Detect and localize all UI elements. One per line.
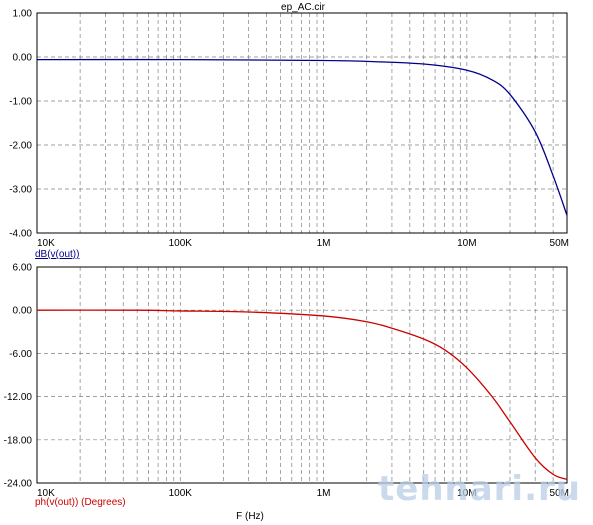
magnitude-plot-frame (36, 12, 568, 234)
magnitude-y-tick-label: -3.00 (9, 185, 32, 196)
magnitude-plot: 1.00 0.00 -1.00 -2.00 -3.00 -4.00 10K 100K 1M 10M… (9, 9, 569, 261)
watermark: tehnari.ru (378, 469, 581, 509)
magnitude-y-tick-label: 0.00 (13, 53, 33, 64)
phase-x-tick-label: 10M (457, 488, 476, 499)
phase-trace-label: ph(v(out)) (Degrees) (35, 497, 126, 508)
phase-x-tick-label: 10K (37, 488, 55, 499)
phase-y-tick-label: -24.00 (4, 479, 33, 490)
magnitude-x-tick-label: 10K (37, 238, 55, 249)
phase-y-tick-label: 6.00 (13, 263, 33, 274)
magnitude-trace (36, 58, 568, 216)
magnitude-y-tick-label: -1.00 (9, 97, 32, 108)
phase-x-tick-label: 50M (550, 488, 569, 499)
magnitude-x-tick-label: 10M (457, 238, 476, 249)
magnitude-y-tick-label: 1.00 (13, 9, 33, 20)
phase-trace (36, 309, 568, 481)
phase-plot-frame (36, 266, 568, 484)
magnitude-x-tick-label: 50M (550, 238, 569, 249)
magnitude-y-tick-label: -4.00 (9, 229, 32, 240)
phase-y-tick-label: -12.00 (4, 392, 33, 403)
plot-window-title: ep_AC.cir (281, 2, 326, 13)
magnitude-trace-label: dB(v(out)) (35, 249, 79, 260)
phase-x-tick-label: 100K (169, 488, 193, 499)
phase-y-tick-label: 0.00 (13, 306, 33, 317)
phase-plot: 6.00 0.00 -6.00 -12.00 -18.00 -24.00 10K 100K 1M… (4, 263, 569, 523)
x-axis-label: F (Hz) (236, 511, 264, 522)
magnitude-x-tick-label: 1M (317, 238, 331, 249)
phase-x-tick-label: 1M (317, 488, 331, 499)
phase-y-tick-label: -18.00 (4, 435, 33, 446)
phase-y-tick-label: -6.00 (9, 349, 32, 360)
magnitude-y-tick-label: -2.00 (9, 141, 32, 152)
magnitude-x-tick-label: 100K (169, 238, 193, 249)
